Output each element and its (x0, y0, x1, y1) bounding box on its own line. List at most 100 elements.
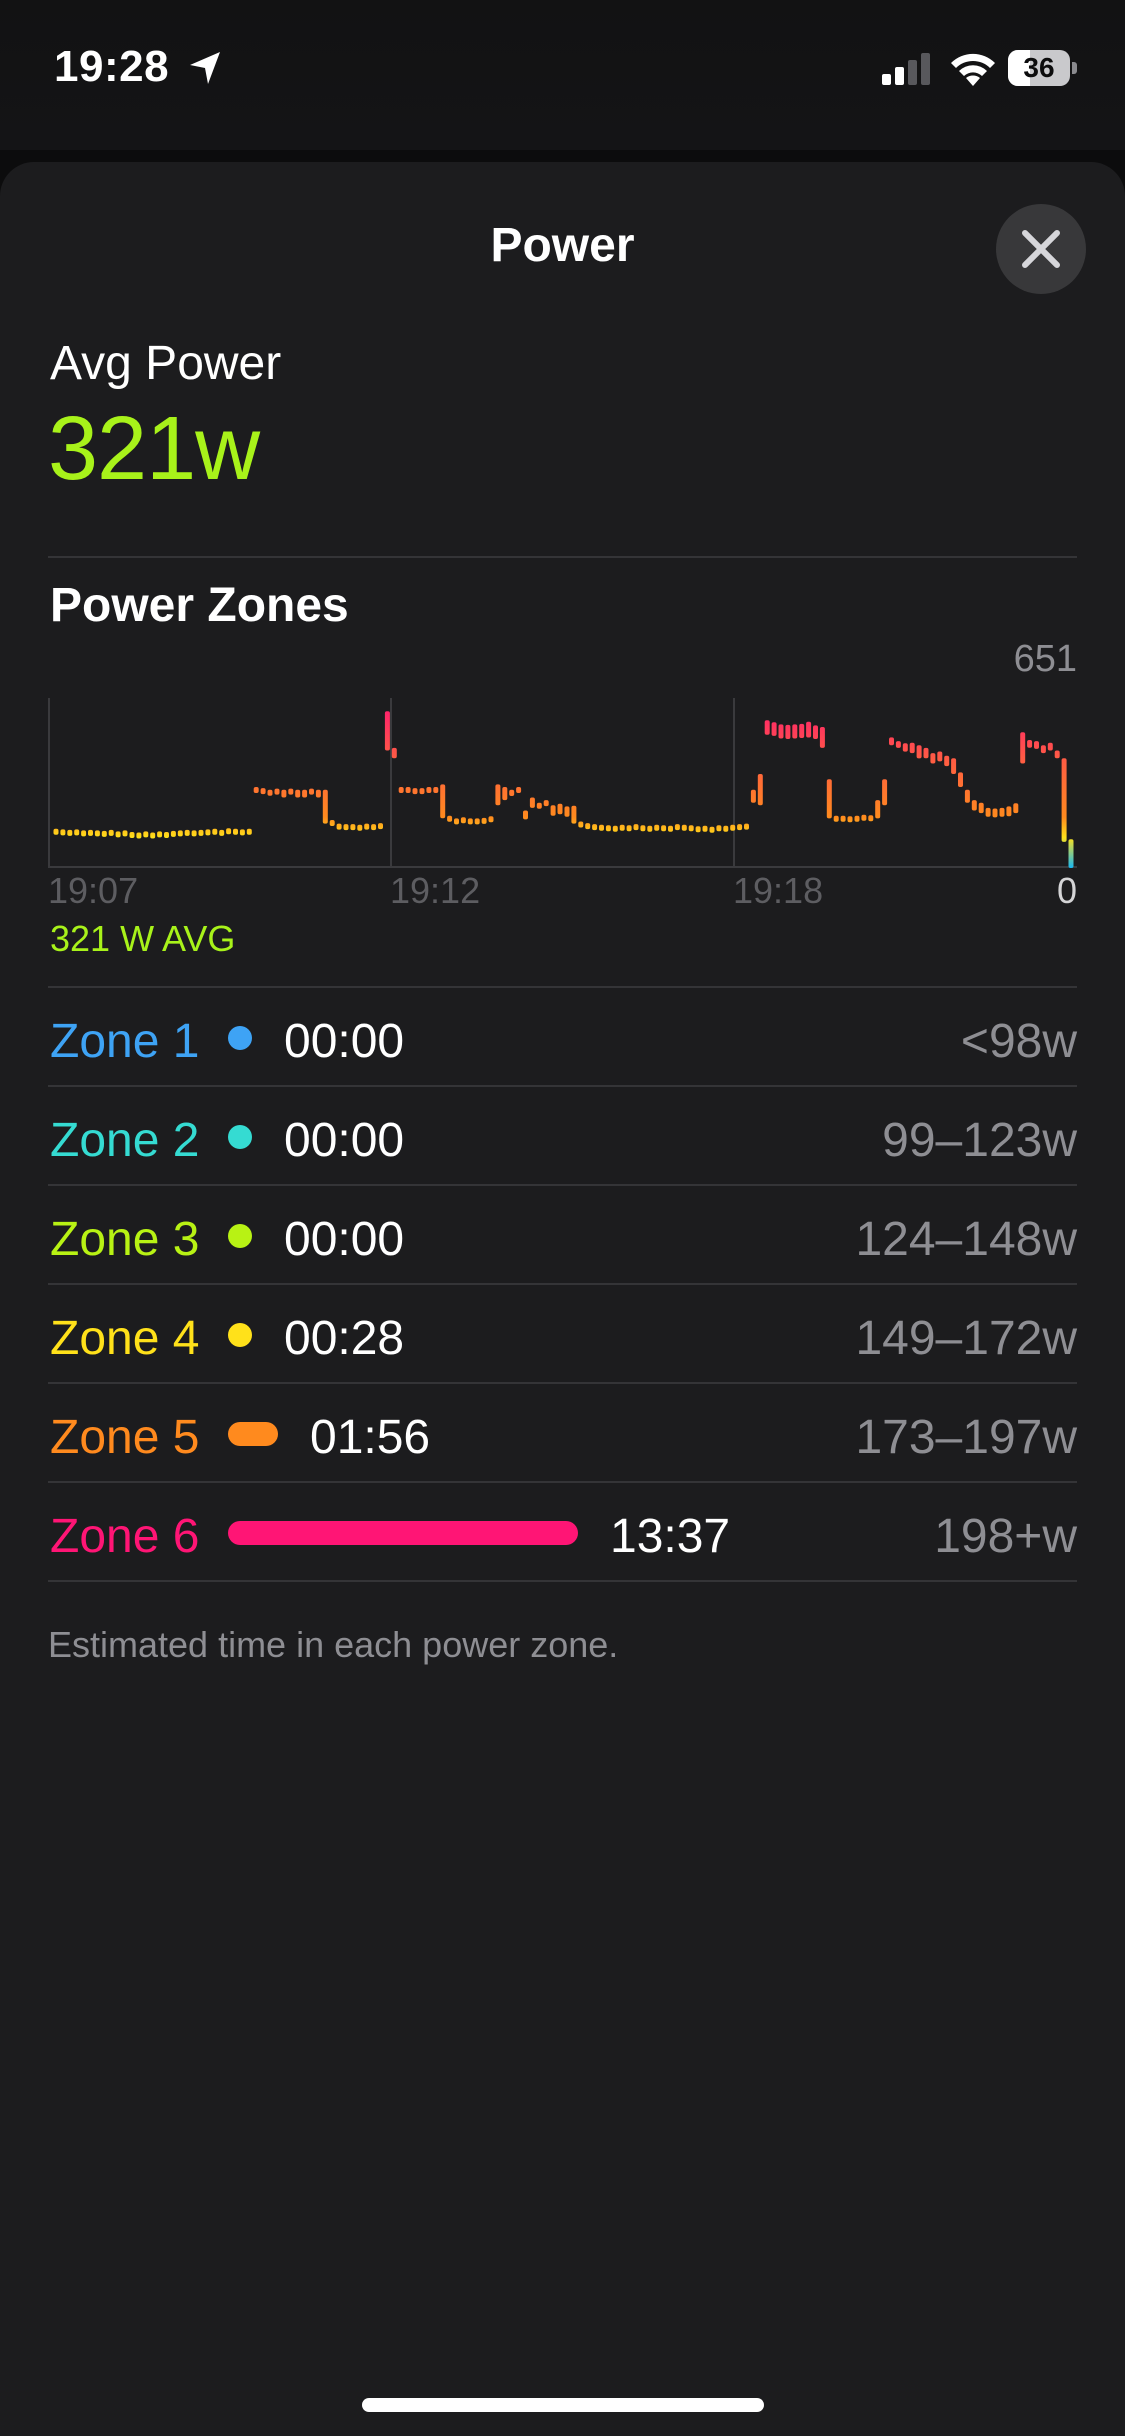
chart-bar (612, 825, 618, 832)
zone-time-bar (228, 1521, 578, 1545)
chart-bar (205, 829, 211, 836)
chart-bar (378, 823, 383, 830)
zone-time-bar (228, 1323, 252, 1347)
divider (48, 1184, 1077, 1186)
chart-bar (799, 723, 805, 738)
zone-label: Zone 1 (50, 1015, 200, 1068)
chart-bar (909, 742, 915, 754)
chart-avg-label: 321 W AVG (50, 918, 236, 959)
chart-bar (1034, 741, 1039, 749)
chart-bar (302, 789, 308, 798)
chart-bar (267, 789, 273, 796)
chart-bar (778, 724, 784, 739)
chart-bar (288, 788, 294, 795)
chart-bar (951, 758, 957, 774)
battery-tip (1072, 62, 1077, 74)
chart-bar (419, 788, 425, 795)
chart-bar (716, 825, 722, 832)
chart-bar (985, 807, 991, 817)
zones-footnote: Estimated time in each power zone. (48, 1624, 619, 1665)
zone-label: Zone 3 (50, 1213, 200, 1266)
chart-bar (668, 825, 673, 832)
chart-bar (53, 828, 59, 835)
chart-bar (295, 789, 301, 798)
cellular-signal-icon (882, 53, 930, 85)
chart-bar (937, 751, 943, 762)
chart-bar (944, 755, 950, 767)
zone-row: Zone 2 00:00 99–123w (48, 1087, 1077, 1186)
chart-bar (529, 797, 535, 808)
chart-bar (626, 825, 632, 832)
zone-time-bar (228, 1224, 252, 1248)
chart-bar (771, 722, 777, 736)
location-arrow-icon (190, 52, 220, 84)
chart-bar (226, 828, 232, 835)
chart-bar (509, 789, 515, 796)
zone-range: 99–123w (882, 1114, 1077, 1167)
chart-bar (129, 832, 135, 838)
chart-bar (847, 816, 853, 823)
divider (48, 1283, 1077, 1285)
wifi-icon (951, 53, 995, 86)
home-indicator[interactable] (362, 2398, 764, 2412)
chart-bar (122, 830, 128, 837)
chart-bar (882, 779, 888, 806)
divider (48, 986, 1077, 988)
power-zones-title: Power Zones (50, 579, 349, 632)
chart-bar (971, 800, 977, 811)
chart-bar (647, 825, 653, 832)
avg-power-value: 321w (48, 399, 260, 499)
chart-bar (1013, 803, 1019, 814)
chart-bar (108, 829, 114, 836)
chart-bar (674, 824, 680, 831)
chart-bar (785, 724, 791, 739)
power-chart (48, 698, 1077, 868)
chart-bar (750, 789, 756, 803)
chart-bar (364, 823, 370, 830)
chart-bar (709, 826, 715, 833)
chart-bar (895, 741, 901, 748)
chart-bar (861, 814, 867, 821)
chart-bar (578, 821, 584, 828)
chart-bar (398, 787, 404, 793)
chart-bar (101, 830, 107, 837)
zone-time-bar (228, 1422, 278, 1446)
chart-x-tick: 19:07 (48, 870, 139, 911)
chart-bar (405, 787, 411, 793)
close-button[interactable] (996, 204, 1086, 294)
chart-bar (233, 828, 238, 835)
sheet-title: Power (490, 219, 635, 272)
chart-bar (150, 832, 156, 839)
chart-bar (999, 807, 1005, 817)
chart-bar (384, 711, 390, 751)
chart-bar (184, 829, 190, 836)
chart-bar (640, 825, 646, 832)
chart-bar (440, 784, 446, 819)
zone-range: <98w (960, 1015, 1077, 1068)
zone-label: Zone 6 (50, 1510, 200, 1563)
chart-bar (923, 747, 929, 759)
chart-bar (902, 743, 908, 752)
chart-bar (557, 803, 563, 815)
power-detail-sheet: Power Avg Power 321w Power Zones 651 19:… (0, 162, 1125, 2436)
chart-bar (833, 815, 839, 822)
divider (48, 1580, 1077, 1582)
chart-bar (274, 788, 280, 795)
chart-bar (81, 830, 87, 837)
chart-bar (730, 824, 736, 831)
chart-bar (336, 823, 342, 830)
chart-bar (246, 828, 252, 835)
divider (48, 1382, 1077, 1384)
chart-bar (322, 789, 328, 824)
chart-bar (536, 802, 542, 809)
chart-bar (875, 800, 881, 819)
chart-bar (136, 832, 142, 839)
chart-bar (460, 817, 466, 824)
chart-bar (516, 787, 522, 793)
zone-row: Zone 4 00:28 149–172w (48, 1285, 1077, 1384)
chart-bar (343, 824, 349, 831)
zone-time: 13:37 (610, 1510, 731, 1563)
chart-bar (219, 829, 225, 836)
chart-bar (654, 824, 660, 831)
chart-bar (164, 832, 169, 838)
